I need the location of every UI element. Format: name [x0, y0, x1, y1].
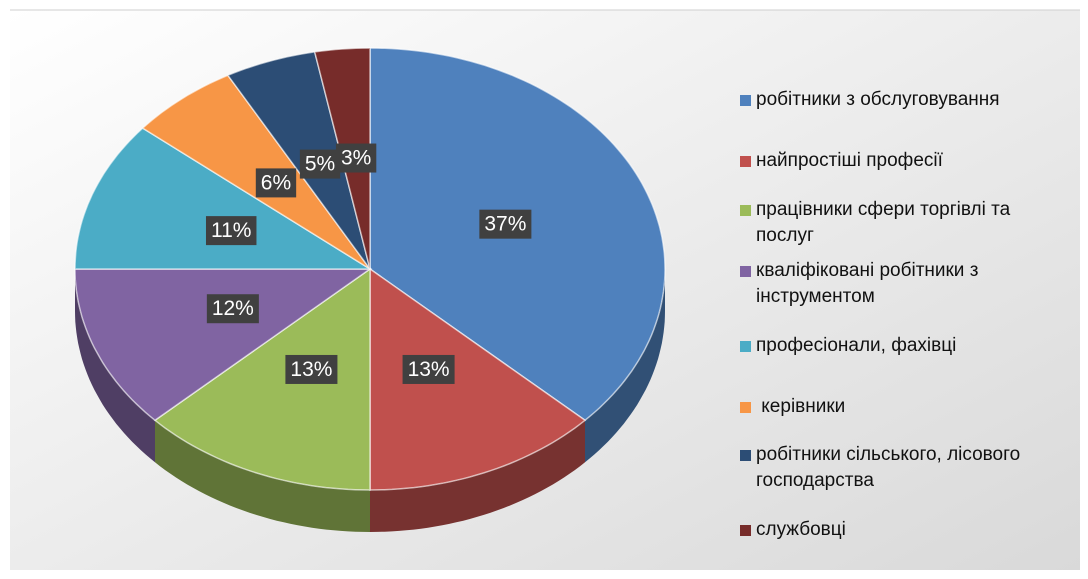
legend-label: робітники з обслуговування [756, 89, 1000, 110]
slice-side [370, 420, 585, 532]
legend-item: професіонали, фахівці [740, 333, 1070, 359]
legend-item: працівники сфери торгівлі та послуг [740, 197, 1070, 249]
legend-swatch [740, 402, 751, 413]
legend-label: професіонали, фахівці [756, 334, 957, 356]
legend-item: керівники [740, 394, 1070, 420]
data-label-box [285, 354, 338, 384]
slice-side [155, 420, 370, 532]
data-label: 11% [211, 219, 251, 242]
legend-item: службовці [740, 517, 1070, 543]
legend-item: кваліфіковані робітники з інструментом [740, 258, 1070, 310]
legend-swatch [740, 204, 751, 216]
legend-label: працівники сфери торгівлі та послуг [756, 198, 1016, 246]
data-label-box [479, 209, 532, 239]
data-label-box [206, 294, 259, 324]
legend: робітники з обслуговування найпростіші пр… [740, 0, 1075, 579]
data-label-box [335, 143, 377, 173]
data-label: 13% [408, 358, 450, 381]
legend-label: робітники сільського, лісового господарс… [756, 444, 1026, 492]
data-label-box [255, 168, 297, 198]
legend-swatch [740, 340, 751, 352]
data-label-box [205, 216, 257, 246]
slice-side [585, 269, 665, 463]
legend-swatch [740, 450, 751, 462]
data-label: 12% [212, 297, 254, 320]
slice [74, 268, 373, 422]
slice [369, 267, 587, 491]
legend-swatch [740, 524, 751, 536]
data-label: 13% [290, 358, 332, 381]
data-label: 5% [305, 153, 335, 176]
slice-side [75, 269, 155, 463]
legend-label: найпростіші професії [756, 150, 943, 172]
legend-label: кваліфіковані робітники з інструментом [756, 260, 984, 308]
legend-item: робітники сільського, лісового господарс… [740, 442, 1070, 494]
data-label-box [402, 354, 455, 384]
pie: 37% 13% 13% 12% 11% 6% 5% 3% [74, 47, 666, 532]
slice [226, 51, 371, 270]
legend-item: найпростіші професії [740, 148, 1070, 174]
legend-label: керівники [756, 396, 846, 417]
data-label: 3% [341, 147, 371, 170]
legend-item: робітники з обслуговування [740, 87, 1070, 113]
legend-label: службовці [756, 518, 846, 540]
slice [153, 267, 371, 491]
legend-swatch [740, 266, 751, 278]
data-label: 37% [484, 213, 526, 236]
slice [74, 127, 373, 270]
data-label-box [299, 149, 341, 179]
legend-swatch [740, 95, 751, 106]
legend-swatch [740, 156, 751, 168]
data-label: 6% [261, 171, 291, 194]
